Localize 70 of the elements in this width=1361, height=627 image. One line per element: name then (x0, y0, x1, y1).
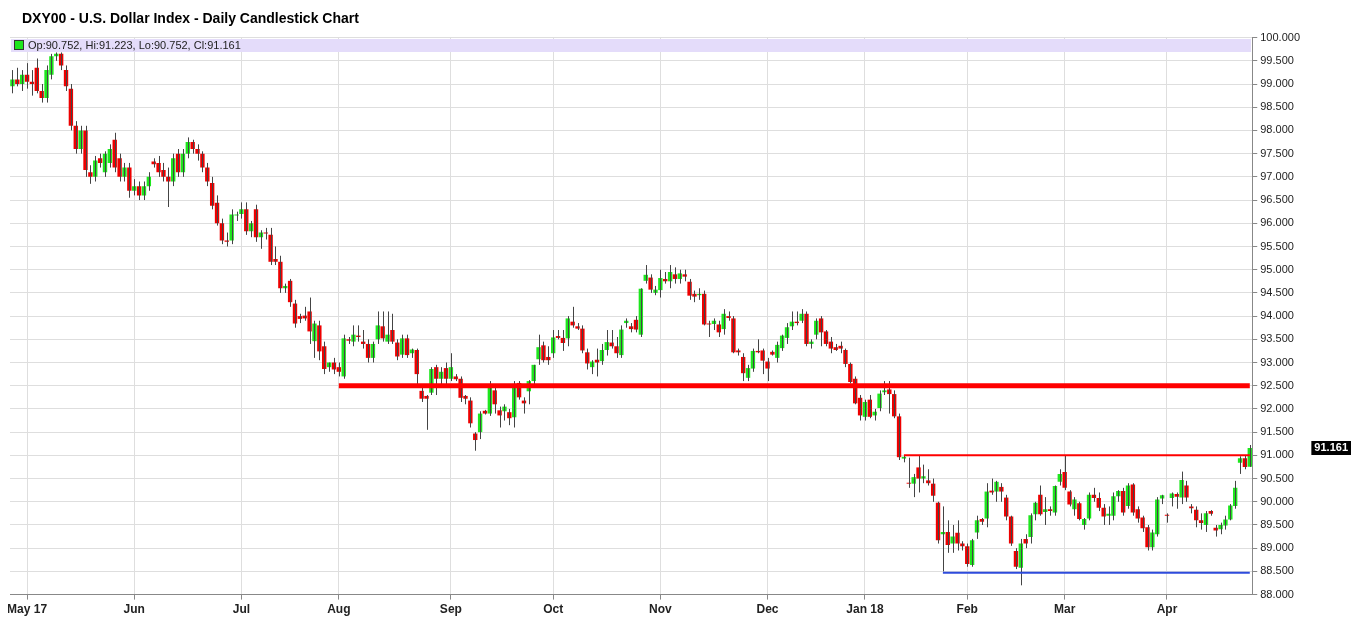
y-tick-label: 89.500 (1260, 518, 1294, 531)
text: 91.161 (1314, 440, 1349, 453)
candlestick (770, 349, 775, 357)
candlestick (10, 69, 15, 94)
candlestick (224, 232, 229, 247)
y-tick-label: 99.500 (1260, 53, 1294, 66)
x-tick-label: Feb (956, 602, 978, 617)
candlestick (1223, 515, 1228, 531)
x-tick-label: Mar (1054, 602, 1076, 617)
y-tick-label: 98.500 (1260, 100, 1294, 113)
candlestick (658, 269, 663, 299)
candlestick (887, 380, 892, 415)
y-tick-label: 90.500 (1260, 471, 1294, 484)
y-tick-label: 94.000 (1260, 309, 1294, 322)
x-tick-label: Aug (327, 602, 351, 617)
annotation: Op:90.752, Hi:91.223, Lo:90.752, Cl:91.161 (28, 38, 241, 52)
candlestick (507, 408, 512, 426)
y-tick-label: 91.500 (1260, 425, 1294, 438)
x-tick-label: Jan 18 (846, 602, 884, 617)
y-tick-label: 92.000 (1260, 401, 1294, 414)
y-tick-label: 96.000 (1260, 216, 1294, 229)
candlestick (351, 324, 356, 347)
candlestick (731, 315, 736, 354)
candlestick (721, 308, 726, 336)
x-tick-label: Nov (649, 602, 673, 617)
x-tick-label: Sep (439, 602, 462, 617)
info-strip: Op:90.752, Hi:91.223, Lo:90.752, Cl:91.161 (11, 38, 1252, 52)
x-tick-label: May 17 (7, 602, 48, 617)
y-tick-label: 91.000 (1260, 448, 1294, 461)
y-tick-label: 96.500 (1260, 193, 1294, 206)
candlestick (307, 297, 312, 345)
y-tick-label: 90.000 (1260, 494, 1294, 507)
x-tick-label: Dec (756, 602, 779, 617)
y-tick-label: 93.000 (1260, 355, 1294, 368)
y-tick-label: 98.000 (1260, 123, 1294, 136)
candlestick (380, 310, 385, 343)
y-tick-label: 95.500 (1260, 239, 1294, 252)
x-tick-label: Jun (123, 602, 145, 617)
candlestick (682, 269, 687, 282)
candlestick (390, 313, 395, 345)
candlestick (78, 125, 83, 155)
y-tick-label: 97.000 (1260, 169, 1294, 182)
candlestick (1062, 454, 1067, 491)
y-tick-label: 88.000 (1260, 587, 1294, 600)
candlestick (950, 524, 955, 554)
chart-title: DXY00 - U.S. Dollar Index - Daily Candlestick Chart (21, 9, 360, 28)
candlestick (536, 334, 541, 366)
y-tick-label: 89.000 (1260, 541, 1294, 554)
y-tick-label: 92.500 (1260, 378, 1294, 391)
x-tick-label: Apr (1156, 602, 1178, 617)
y-tick-label: 100.000 (1260, 30, 1300, 43)
candlestick (799, 308, 804, 324)
y-tick-label: 99.000 (1260, 77, 1294, 90)
candlestick (278, 255, 283, 294)
candlestick (1179, 471, 1184, 505)
candlestick (385, 310, 390, 345)
x-tick-label: Jul (232, 602, 251, 617)
y-tick-label: 93.500 (1260, 332, 1294, 345)
candlestick (1067, 489, 1072, 507)
candlestick (999, 482, 1004, 503)
candlestick (1189, 503, 1194, 514)
y-tick-label: 97.500 (1260, 146, 1294, 159)
candlestick (127, 162, 132, 199)
y-tick-label: 88.500 (1260, 564, 1294, 577)
y-tick-label: 94.500 (1260, 285, 1294, 298)
candlestick (994, 480, 999, 503)
x-tick-label: Oct (543, 602, 564, 617)
candlestick (916, 454, 921, 493)
y-tick-label: 95.000 (1260, 262, 1294, 275)
candlestick (804, 310, 809, 347)
